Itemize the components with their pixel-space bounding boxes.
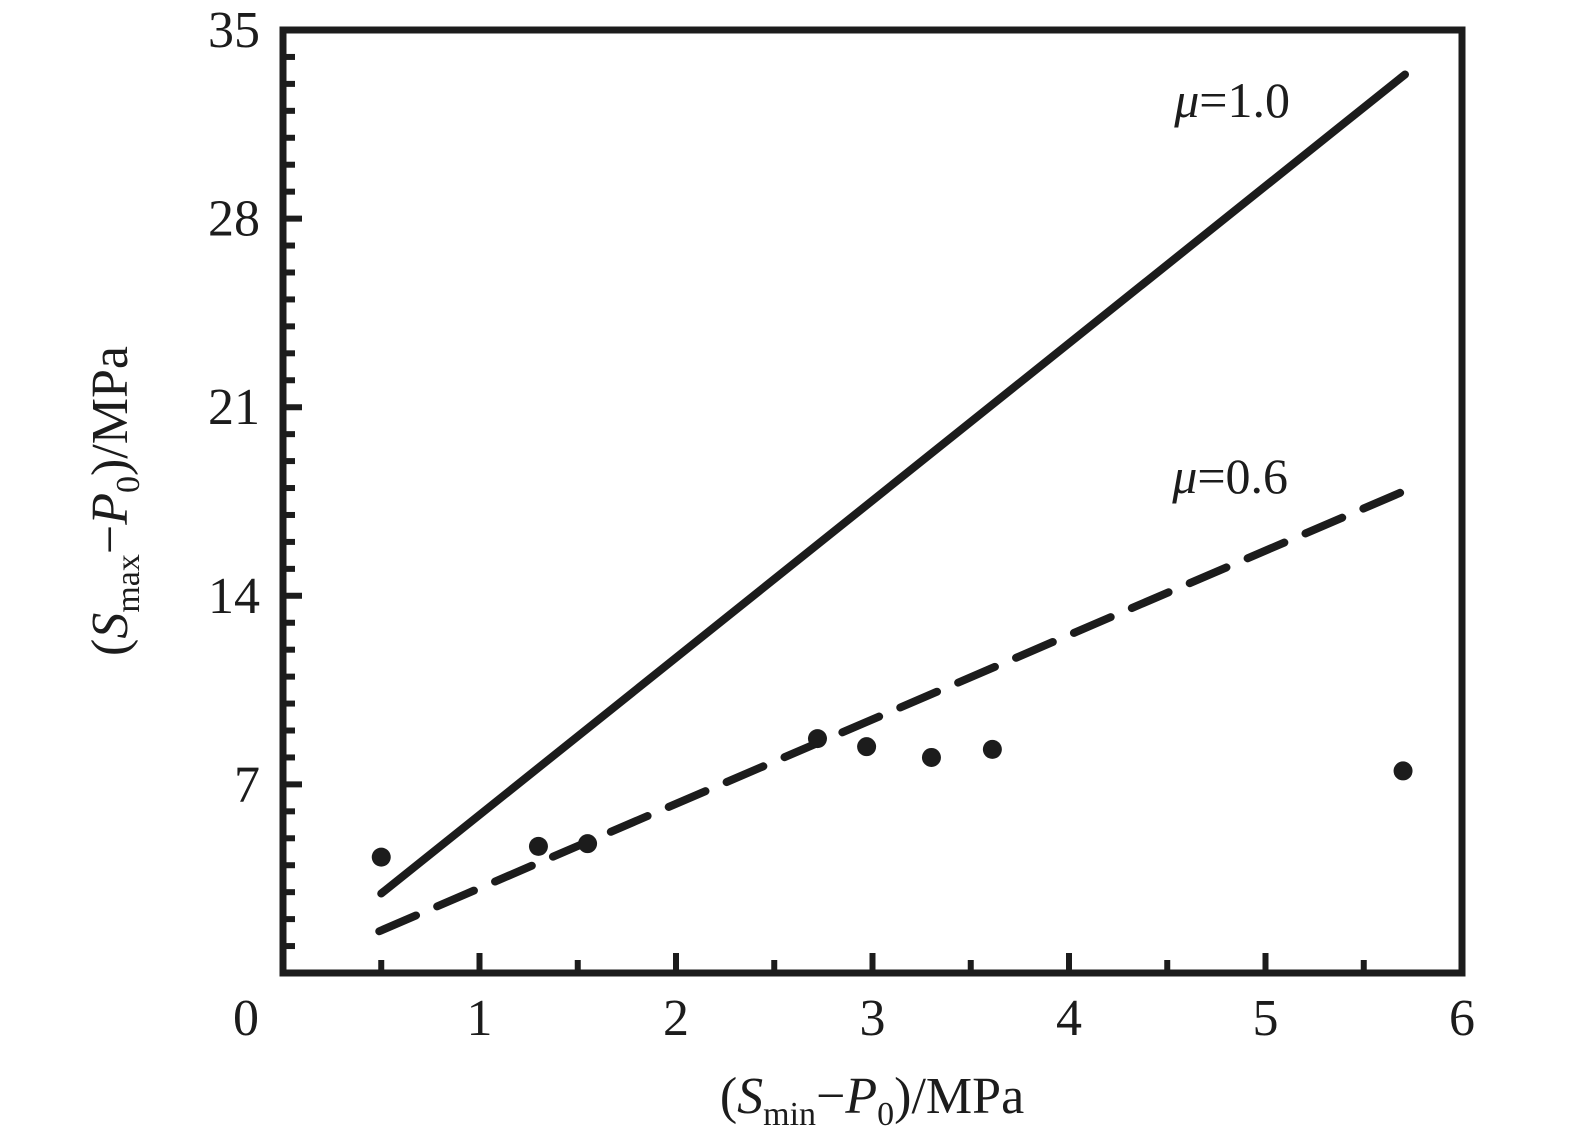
reference-lines	[375, 70, 1410, 936]
x-tick-label: 0	[233, 990, 259, 1047]
y-tick-label: 7	[234, 756, 260, 813]
data-point	[528, 836, 548, 856]
label-mu-0.6: μ=0.6	[1171, 448, 1288, 504]
axis-ticks	[285, 53, 1367, 971]
data-point	[578, 834, 598, 854]
plot-border	[279, 26, 1466, 977]
y-tick-label: 28	[208, 191, 260, 248]
data-point	[807, 729, 827, 749]
x-tick-label: 1	[467, 990, 493, 1047]
y-tick-label: 35	[208, 2, 260, 59]
line-mu-0.6	[375, 486, 1410, 936]
x-tick-label: 5	[1253, 990, 1279, 1047]
y-tick-label: 14	[208, 568, 260, 625]
y-axis-title: (Smax−P0)/MPa	[82, 346, 147, 656]
data-point	[1393, 761, 1413, 781]
data-points	[371, 729, 1413, 867]
data-point	[921, 747, 941, 767]
x-tick-label: 4	[1056, 990, 1082, 1047]
data-point	[371, 847, 391, 867]
x-tick-label: 6	[1449, 990, 1475, 1047]
data-point	[857, 737, 877, 757]
plot-frame	[279, 26, 1466, 977]
y-tick-label: 21	[208, 379, 260, 436]
line-annotations: μ=1.0 μ=0.6	[1171, 72, 1290, 504]
x-tick-label: 2	[663, 990, 689, 1047]
label-mu-1.0: μ=1.0	[1173, 72, 1290, 128]
data-point	[982, 739, 1002, 759]
line-mu-1.0	[377, 70, 1410, 898]
axis-tick-labels: 0 1 2 3 4 5 6 7 14 21 28 35	[208, 2, 1475, 1047]
x-axis-title: (Smin−P0)/MPa	[720, 1068, 1024, 1133]
axis-titles: (Smin−P0)/MPa (Smax−P0)/MPa	[82, 346, 1024, 1133]
x-tick-label: 3	[860, 990, 886, 1047]
